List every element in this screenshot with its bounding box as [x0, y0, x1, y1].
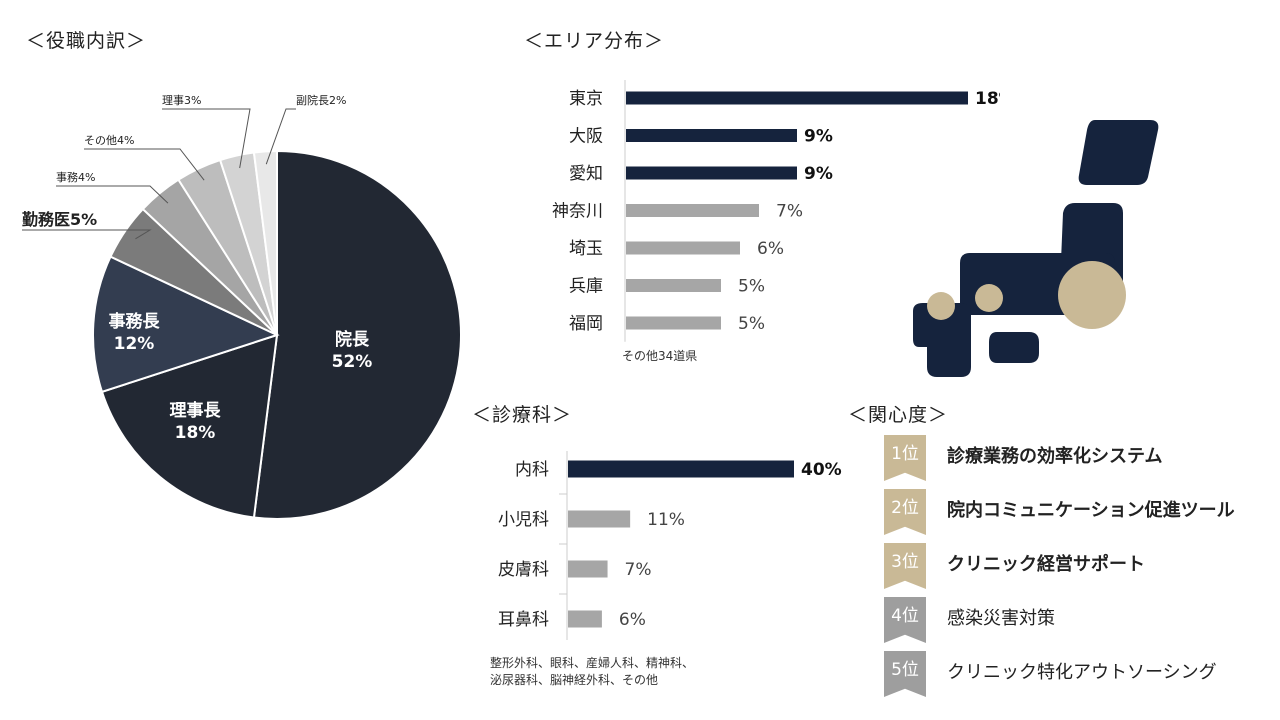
bar-value-label: 5% — [738, 277, 765, 297]
bar-value-label: 9% — [804, 127, 833, 147]
pie-label: 事務長 12% — [109, 311, 161, 354]
map-hokkaido — [1078, 120, 1159, 185]
rank-badge: 1位 — [884, 435, 926, 481]
rank-item-4: 4位 感染災害対策 — [884, 597, 1264, 643]
pie-outside-label: 事務4% — [56, 170, 95, 184]
department-note-line: 泌尿器科、脳神経外科、その他 — [490, 673, 659, 687]
bar-value-label: 40% — [801, 460, 842, 480]
bar — [626, 316, 721, 330]
pie-label-value: 18% — [175, 423, 216, 443]
rank-badge: 3位 — [884, 543, 926, 589]
bar — [568, 610, 602, 628]
bar — [568, 460, 794, 478]
bar — [626, 166, 797, 180]
pie-leader-line — [56, 185, 169, 204]
pie-outside-label: 勤務医5% — [22, 210, 97, 229]
pie-slice — [252, 149, 463, 520]
map-marker-osaka — [975, 284, 1003, 312]
bar — [626, 129, 797, 142]
bar-value-label: 11% — [647, 510, 685, 530]
bar-category-label: 埼玉 — [569, 239, 603, 259]
bar-category-label: 東京 — [569, 89, 603, 109]
rank-badge: 4位 — [884, 597, 926, 643]
bar-category-label: 小児科 — [498, 510, 549, 530]
bar-value-label: 18% — [975, 89, 1000, 109]
pie-outside-label: 副院長2% — [296, 93, 346, 107]
pie-slice — [252, 149, 278, 336]
pie-label-value: 12% — [114, 334, 155, 354]
rank-item-3: 3位 クリニック経営サポート — [884, 543, 1264, 589]
bar-category-label: 皮膚科 — [498, 560, 549, 580]
bar — [626, 241, 740, 255]
bar-value-label: 7% — [776, 202, 803, 222]
pie-leader-line — [265, 108, 296, 165]
pie-label: 理事長 18% — [170, 401, 222, 443]
bar — [626, 91, 968, 105]
rank-item-2: 2位 院内コミュニケーション促進ツール — [884, 489, 1264, 535]
rank-item-5: 5位 クリニック特化アウトソーシング — [884, 651, 1264, 697]
map-kyushu — [913, 303, 971, 377]
bar — [568, 510, 631, 528]
pie-leader-line — [22, 229, 152, 240]
bar-category-label: 内科 — [515, 460, 549, 480]
bar-category-label: 愛知 — [569, 164, 603, 184]
bar-value-label: 6% — [757, 239, 784, 259]
rank-badge: 2位 — [884, 489, 926, 535]
bar-category-label: 大阪 — [569, 127, 603, 147]
department-title: ＜診療科＞ — [472, 404, 573, 426]
rank-label: クリニック経営サポート — [947, 554, 1145, 575]
area-note: その他34道県 — [622, 349, 698, 363]
pie-label-name: 事務長 — [109, 311, 161, 332]
map-marker-tokyo — [1058, 261, 1126, 329]
pie-slice — [92, 255, 280, 394]
rank-label: 感染災害対策 — [947, 608, 1055, 629]
interest-title: ＜関心度＞ — [848, 404, 949, 426]
bar — [568, 560, 608, 578]
bar-category-label: 福岡 — [569, 314, 603, 334]
pie-outside-label: その他4% — [84, 134, 134, 147]
department-bar-chart: 内科 40% 小児科 11% 皮膚科 7% 耳鼻科 6% — [498, 451, 842, 640]
map-shikoku — [989, 332, 1039, 363]
bar-value-label: 7% — [625, 560, 652, 580]
pie-leader-line — [84, 148, 205, 181]
map-marker-fukuoka — [927, 292, 955, 320]
bar-category-label: 耳鼻科 — [498, 610, 549, 630]
department-note-line: 整形外科、眼科、産婦人科、精神科、 — [490, 656, 695, 670]
bar — [626, 204, 759, 217]
japan-map-icon — [913, 120, 1159, 377]
rank-label: クリニック特化アウトソーシング — [947, 662, 1217, 683]
position-title: ＜役職内訳＞ — [26, 30, 147, 52]
bar-category-label: 神奈川 — [552, 202, 603, 222]
bar-value-label: 5% — [738, 314, 765, 334]
bar-category-label: 兵庫 — [569, 277, 603, 297]
pie-label: 院長 52% — [332, 329, 373, 372]
pie-label-name: 理事長 — [170, 401, 222, 421]
pie-label-name: 院長 — [335, 329, 370, 350]
bar — [626, 279, 721, 292]
department-note: 整形外科、眼科、産婦人科、精神科、 泌尿器科、脳神経外科、その他 — [490, 655, 694, 689]
pie-leader-line — [162, 108, 251, 169]
area-bar-chart: 東京 18% 大阪 9% 愛知 9% 神奈川 7% 埼玉 6% 兵庫 5% 福岡 5% — [552, 80, 1000, 342]
rank-label: 院内コミュニケーション促進ツール — [947, 500, 1235, 521]
area-title: ＜エリア分布＞ — [524, 30, 665, 52]
pie-label-value: 52% — [332, 352, 373, 372]
bar-value-label: 9% — [804, 164, 833, 184]
pie-slice — [100, 333, 279, 519]
rank-label: 診療業務の効率化システム — [947, 446, 1163, 467]
pie-outside-label: 理事3% — [162, 94, 201, 107]
rank-badge: 5位 — [884, 651, 926, 697]
bar-value-label: 6% — [619, 610, 646, 630]
rank-item-1: 1位 診療業務の効率化システム — [884, 435, 1264, 481]
position-pie-chart: 院長 52% 理事長 18% 事務長 12% 勤務医5% 事務4% その他4% 理事3% 副院長2% — [22, 93, 463, 520]
